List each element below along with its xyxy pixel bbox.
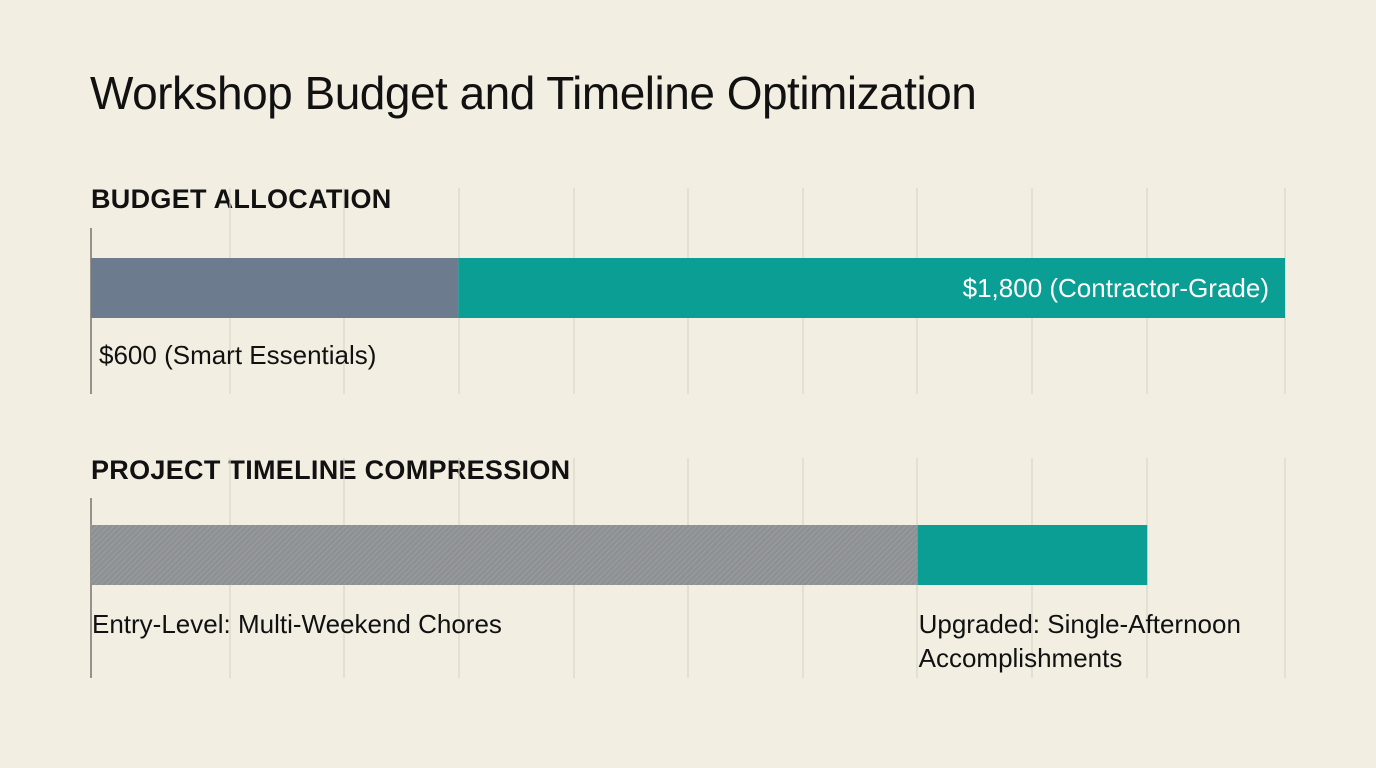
bar-label-0-0: $600 (Smart Essentials) bbox=[99, 340, 376, 370]
bar-segment-1-0 bbox=[91, 525, 918, 585]
page-title: Workshop Budget and Timeline Optimizatio… bbox=[90, 67, 977, 119]
bar-label-1-1-line-1: Accomplishments bbox=[919, 643, 1123, 673]
bar-segment-0-0 bbox=[91, 258, 459, 318]
bar-label-1-1-line-0: Upgraded: Single-Afternoon bbox=[919, 609, 1241, 639]
timeline-section-title: PROJECT TIMELINE COMPRESSION bbox=[91, 455, 571, 485]
bar-segment-1-1 bbox=[917, 525, 1148, 585]
labels-layer: $600 (Smart Essentials) $1,800 (Contracto… bbox=[92, 273, 1269, 673]
budget-section-title: BUDGET ALLOCATION bbox=[91, 184, 392, 214]
bar-label-0-1: $1,800 (Contractor-Grade) bbox=[963, 273, 1269, 303]
bar-segment-0-1 bbox=[458, 258, 1285, 318]
bar-label-1-0-line-0: Entry-Level: Multi-Weekend Chores bbox=[92, 609, 502, 639]
bars-layer bbox=[91, 258, 1285, 585]
